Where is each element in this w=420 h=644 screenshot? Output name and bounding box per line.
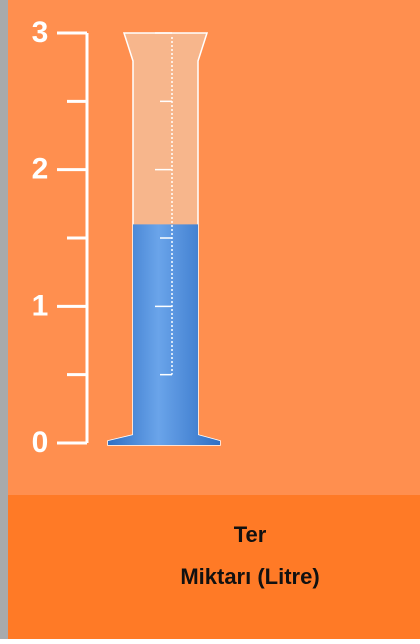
y-tick-label: 0: [32, 426, 49, 459]
y-tick-label: 1: [32, 289, 49, 322]
title-line: Miktarı (Litre): [180, 564, 319, 589]
side-strip: [0, 0, 8, 639]
label-band: [8, 495, 420, 639]
y-tick-label: 3: [32, 16, 49, 49]
y-tick-label: 2: [32, 153, 49, 186]
liquid: [108, 224, 220, 445]
title-line: Ter: [234, 522, 267, 547]
